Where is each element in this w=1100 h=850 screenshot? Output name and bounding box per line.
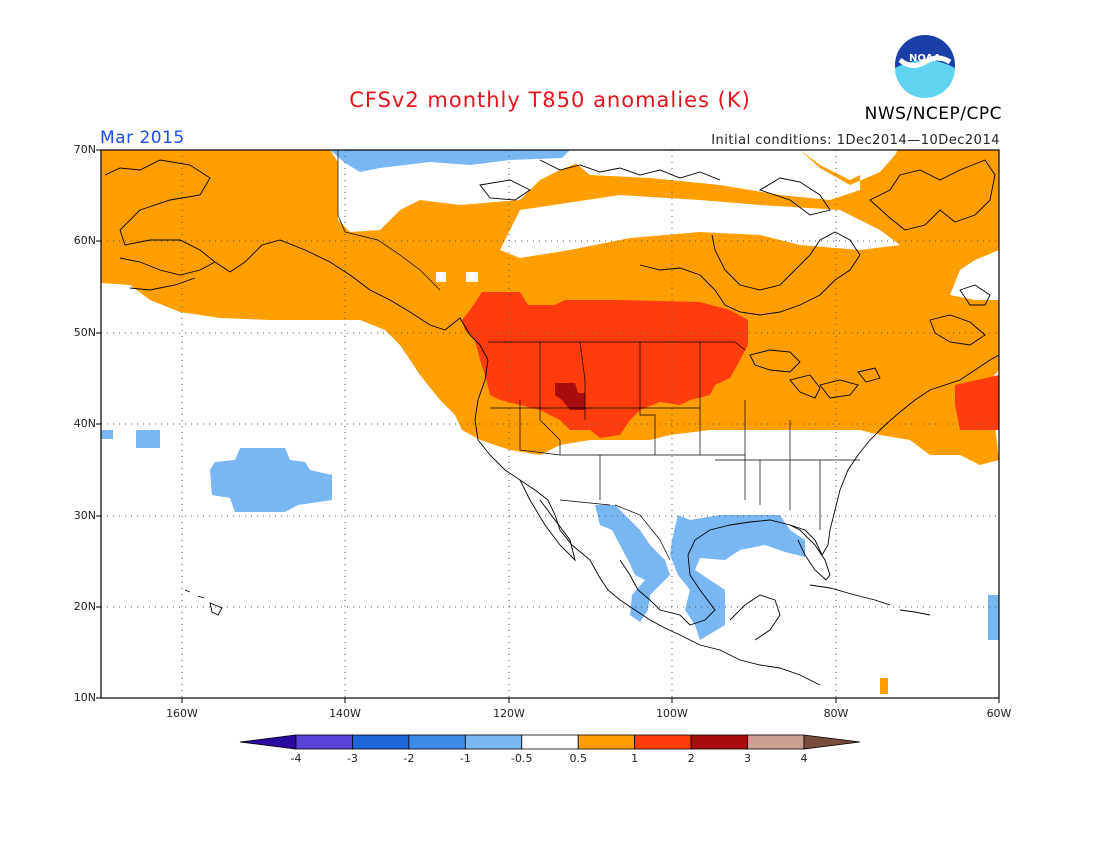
lon-tick-label: 140W	[329, 707, 361, 720]
lat-tick-label: 30N	[73, 509, 96, 522]
lon-tick-label: 80W	[823, 707, 849, 720]
agency-label: NWS/NCEP/CPC	[864, 104, 1002, 124]
colorbar-tick-label: 2	[687, 752, 695, 765]
coastlines	[104, 159, 999, 686]
map-title: CFSv2 monthly T850 anomalies (K)	[349, 88, 751, 112]
colorbar-tick-label: -1	[459, 752, 471, 765]
graticule	[101, 150, 999, 698]
lon-tick-label: 120W	[493, 707, 525, 720]
colorbar-tick-label: -3	[346, 752, 358, 765]
lon-tick-label: 60W	[986, 707, 1012, 720]
lat-tick-label: 50N	[73, 326, 96, 339]
lat-tick-label: 60N	[73, 234, 96, 247]
lat-tick-label: 40N	[73, 417, 96, 430]
anomaly-warm-moderate	[462, 292, 999, 438]
anomaly-neutral	[338, 150, 900, 282]
lat-tick-label: 20N	[73, 600, 96, 613]
lat-tick-label: 70N	[73, 143, 96, 156]
colorbar-tick-label: 0.5	[569, 752, 587, 765]
colorbar-tick-label: -2	[403, 752, 415, 765]
colorbar-tick-label: 1	[631, 752, 639, 765]
colorbar-tick-label: -0.5	[511, 752, 533, 765]
forecast-period: Mar 2015	[100, 128, 185, 148]
colorbar-tick-label: 3	[744, 752, 752, 765]
colorbar-tick-label: -4	[290, 752, 302, 765]
anomaly-cool-weak	[101, 150, 999, 640]
lat-tick-label: 10N	[73, 691, 96, 704]
anomaly-warm-strong	[555, 383, 585, 410]
lon-tick-label: 160W	[166, 707, 198, 720]
lon-tick-label: 100W	[656, 707, 688, 720]
political-boundaries	[337, 150, 860, 561]
initial-conditions: Initial conditions: 1Dec2014—10Dec2014	[711, 133, 1000, 148]
colorbar-tick-label: 4	[800, 752, 808, 765]
